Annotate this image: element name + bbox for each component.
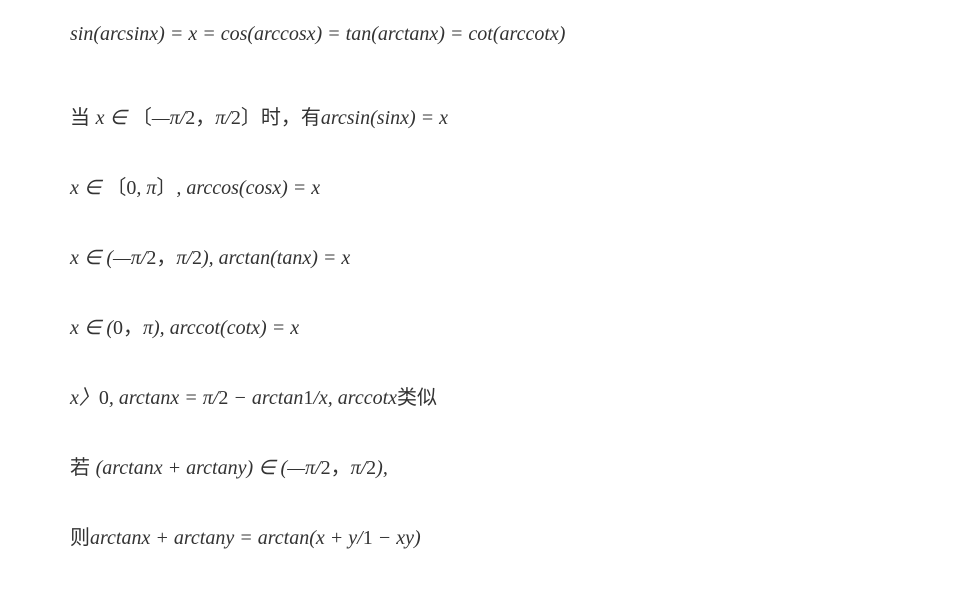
equation-line-2: 当 x ∈ 〔—π/2，π/2〕时，有arcsin(sinx) = x — [70, 104, 900, 132]
equation-line-3: x ∈ 〔0, π〕, arccos(cosx) = x — [70, 174, 900, 202]
equation-line-1: sin(arcsinx) = x = cos(arccosx) = tan(ar… — [70, 20, 900, 48]
equation-line-4: x ∈ (—π/2，π/2), arctan(tanx) = x — [70, 244, 900, 272]
equation-line-7: 若 (arctanx + arctany) ∈ (—π/2，π/2), — [70, 454, 900, 482]
equation-line-6: x〉0, arctanx = π/2 − arctan1/x, arccotx类… — [70, 384, 900, 412]
equation-line-8: 则arctanx + arctany = arctan(x + y/1 − xy… — [70, 524, 900, 552]
equation-line-5: x ∈ (0，π), arccot(cotx) = x — [70, 314, 900, 342]
math-document: sin(arcsinx) = x = cos(arccosx) = tan(ar… — [70, 20, 900, 552]
